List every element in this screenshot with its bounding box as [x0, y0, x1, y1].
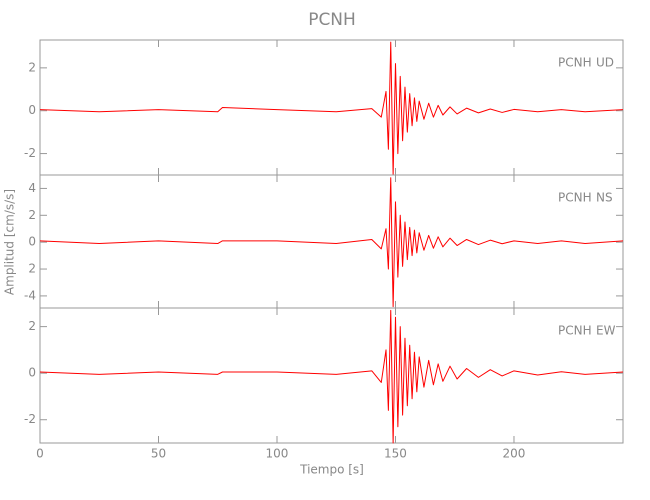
x-tick-label: 50 [151, 447, 166, 461]
panel-frame [39, 39, 624, 176]
y-tick-label: 2 [28, 319, 36, 333]
station-label: PCNH [558, 56, 592, 70]
y-tick-label: 0 [28, 366, 36, 380]
y-tick-label: 4 [28, 181, 36, 195]
x-tick-label: 200 [503, 447, 526, 461]
x-tick-label: 150 [384, 447, 407, 461]
y-axis-label: Amplitud [cm/s/s] [3, 189, 17, 295]
chart-title: PCNH [308, 10, 356, 30]
station-label: PCNH [558, 191, 592, 205]
x-tick-label: 0 [36, 447, 44, 461]
y-tick-label: 2 [28, 262, 36, 276]
waveform [39, 177, 624, 308]
y-tick-label: -2 [24, 412, 36, 426]
waveform [39, 309, 624, 444]
y-tick-label: 2 [28, 60, 36, 74]
panel-frame [39, 307, 624, 444]
station-label: PCNH [558, 324, 592, 338]
y-tick-label: 0 [28, 103, 36, 117]
waveform [39, 41, 624, 176]
y-tick-label: 0 [28, 235, 36, 249]
component-label: NS [596, 191, 613, 205]
y-tick-label: -2 [24, 146, 36, 160]
component-label: EW [596, 324, 616, 338]
panel-frame [39, 174, 624, 309]
component-label: UD [596, 56, 614, 70]
x-axis-label: Tiempo [s] [299, 463, 364, 477]
x-tick-label: 100 [266, 447, 289, 461]
y-tick-label: 2 [28, 208, 36, 222]
y-tick-label: -4 [24, 288, 36, 302]
